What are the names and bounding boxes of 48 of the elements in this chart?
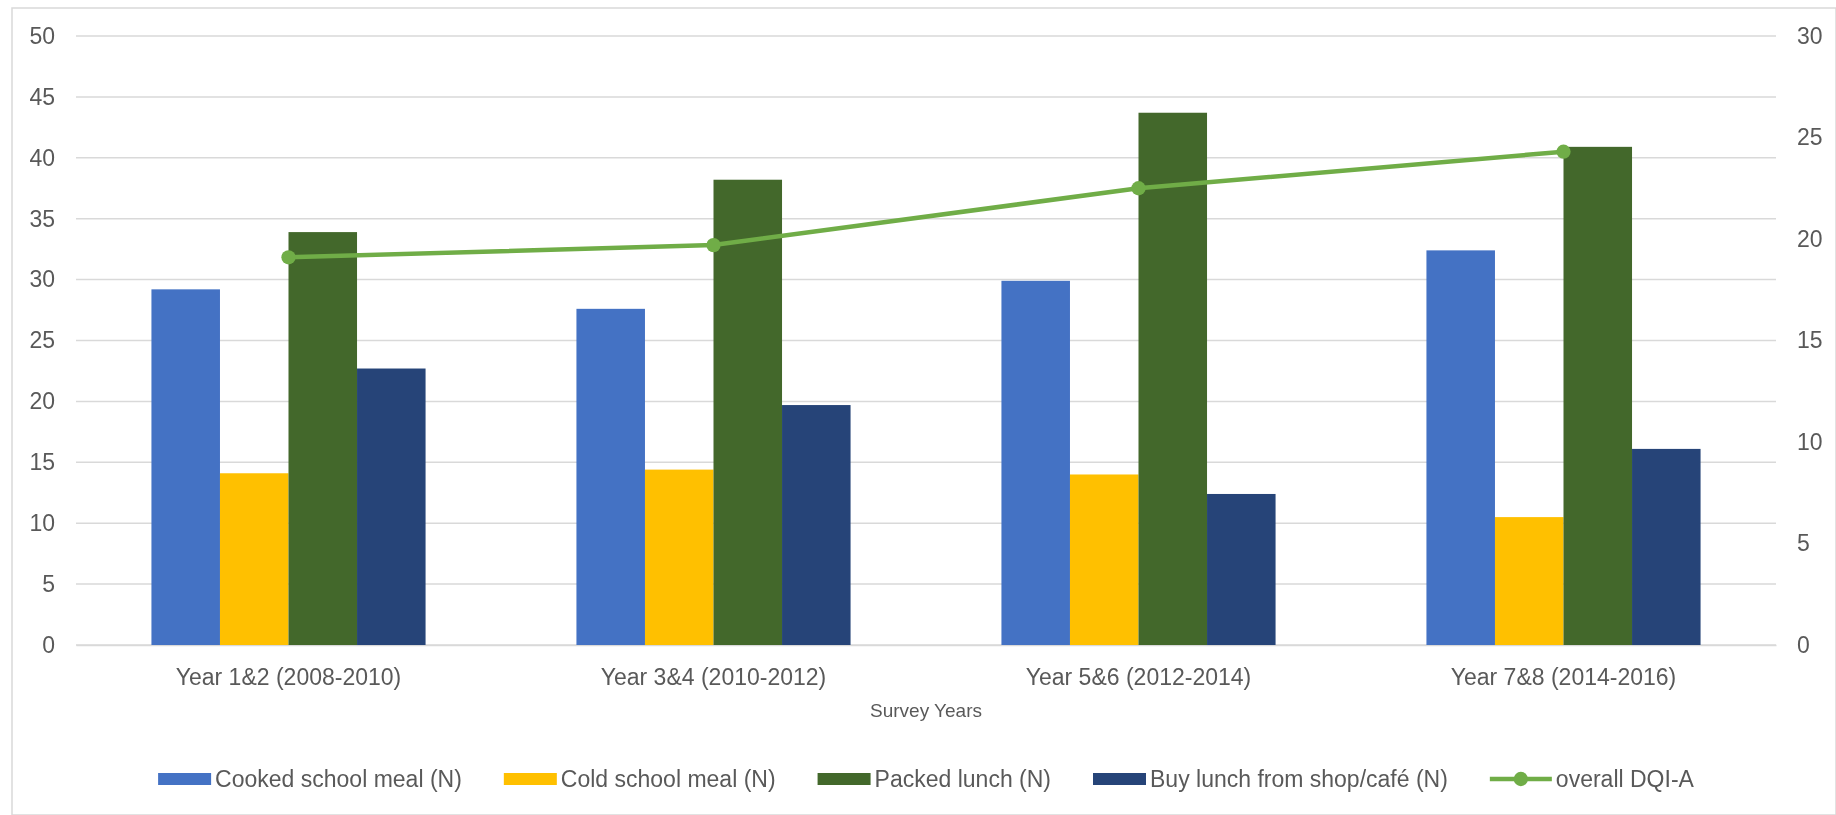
y2-tick-label: 0 — [1797, 631, 1810, 658]
bar — [1632, 448, 1701, 645]
y-tick-label: 0 — [42, 631, 55, 658]
y2-tick-label: 5 — [1797, 530, 1810, 557]
y-tick-label: 35 — [29, 205, 55, 232]
legend-label: overall DQI-A — [1555, 766, 1695, 793]
x-tick-label: Year 5&6 (2012-2014) — [1025, 664, 1252, 691]
bar — [357, 368, 426, 645]
x-tick-label: Year 7&8 (2014-2016) — [1450, 664, 1677, 691]
bar — [1426, 250, 1495, 645]
point — [1556, 144, 1571, 159]
bar — [1494, 517, 1564, 645]
bar — [782, 405, 851, 645]
y-tick-label: 10 — [29, 510, 55, 537]
y2-tick-label: 25 — [1797, 124, 1823, 151]
y2-tick-label: 15 — [1797, 327, 1823, 354]
y-tick-label: 15 — [29, 449, 55, 476]
point — [281, 250, 296, 265]
y2-tick-label: 10 — [1797, 428, 1823, 455]
bar — [1001, 280, 1070, 645]
x-axis-title: Survey Years — [870, 700, 982, 721]
y2-tick-label: 30 — [1797, 22, 1823, 49]
y-tick-label: 30 — [29, 266, 55, 293]
legend-label: Packed lunch (N) — [874, 766, 1051, 793]
bar — [1069, 474, 1139, 645]
y-tick-label: 50 — [29, 22, 55, 49]
y-tick-label: 25 — [29, 327, 55, 354]
bar — [644, 469, 714, 645]
bar — [1138, 112, 1208, 645]
y-tick-label: 20 — [29, 388, 55, 415]
legend-label: Cooked school meal (N) — [215, 766, 462, 793]
point — [1131, 181, 1146, 196]
bar — [219, 473, 289, 645]
x-tick-label: Year 1&2 (2008-2010) — [175, 664, 402, 691]
y-tick-label: 40 — [29, 144, 55, 171]
y-tick-label: 5 — [42, 570, 55, 597]
bar — [288, 232, 358, 645]
bar — [713, 179, 783, 645]
bar — [1563, 146, 1633, 645]
bar — [1207, 493, 1276, 645]
legend-label: Buy lunch from shop/café (N) — [1150, 766, 1448, 793]
point — [706, 237, 721, 253]
x-tick-label: Year 3&4 (2010-2012) — [600, 664, 827, 691]
legend-label: Cold school meal (N) — [560, 766, 776, 793]
y-tick-label: 45 — [29, 83, 55, 110]
bar — [151, 289, 220, 645]
y2-tick-label: 20 — [1797, 225, 1823, 252]
bar — [576, 308, 645, 645]
